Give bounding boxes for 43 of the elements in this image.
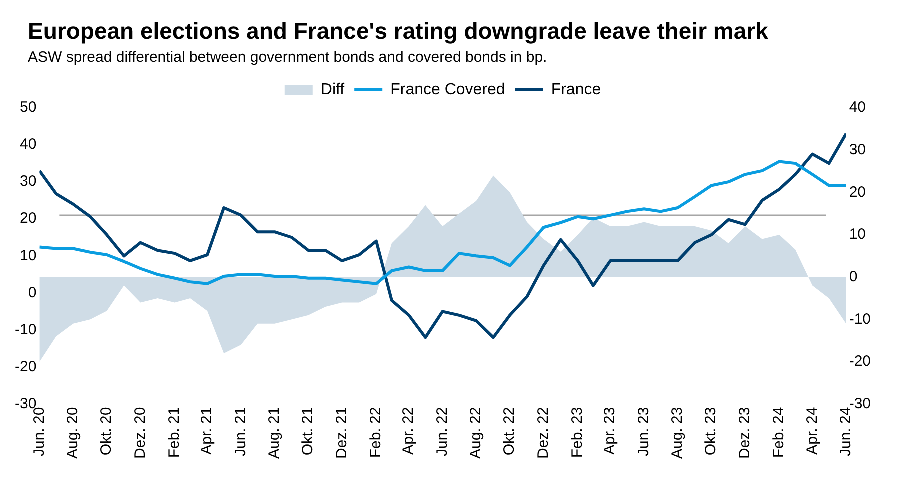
- x-tick-label: Dez. 22: [534, 407, 552, 459]
- y-tick-label: 10: [20, 247, 37, 264]
- x-tick-label: Aug. 21: [266, 407, 284, 460]
- x-tick-label: Jun. 22: [434, 407, 451, 457]
- x-tick-label: Okt. 23: [702, 407, 720, 456]
- y-tick-label: 50: [20, 99, 37, 116]
- x-tick-label: Apr. 23: [602, 407, 619, 455]
- legend-label: France: [551, 81, 602, 98]
- x-tick-label: Dez. 23: [736, 407, 754, 459]
- x-tick-label: Okt. 22: [501, 407, 518, 456]
- x-tick-label: Dez. 20: [132, 407, 149, 459]
- y2-tick-label: 0: [849, 268, 858, 286]
- y2-tick-label: 10: [849, 226, 866, 244]
- y-tick-label: -20: [14, 358, 37, 376]
- y-tick-label: 20: [20, 210, 37, 228]
- y-tick-label: 40: [20, 136, 37, 154]
- y-tick-label: 30: [20, 173, 37, 190]
- y-tick-label: 0: [28, 284, 37, 302]
- y2-tick-label: -20: [849, 353, 872, 370]
- x-tick-label: Feb. 23: [569, 407, 586, 458]
- chart-title: European elections and France's rating downgrade leave their mark: [28, 18, 770, 45]
- x-tick-label: Jun. 21: [232, 407, 250, 457]
- x-tick-label: Feb. 22: [368, 407, 385, 458]
- x-tick-label: Dez. 21: [333, 407, 350, 459]
- legend-label: France Covered: [390, 81, 506, 98]
- y2-tick-label: -10: [849, 310, 872, 328]
- x-tick-label: Okt. 20: [98, 407, 116, 456]
- y-tick-label: -10: [14, 321, 37, 338]
- x-tick-label: Okt. 21: [300, 407, 317, 456]
- x-tick-label: Aug. 20: [64, 407, 82, 460]
- y2-tick-label: 40: [849, 99, 866, 116]
- legend-label: Diff: [320, 81, 346, 98]
- x-tick-label: Apr. 24: [804, 407, 821, 455]
- x-tick-label: Feb. 24: [770, 407, 788, 458]
- y2-tick-label: 30: [849, 141, 866, 158]
- x-tick-label: Feb. 21: [166, 407, 184, 458]
- x-tick-label: Jun. 23: [635, 407, 652, 457]
- x-tick-label: Apr. 21: [198, 407, 216, 455]
- chart-subtitle: ASW spread differential between government bonds and covered bonds in bp.: [28, 49, 548, 66]
- x-tick-label: Apr. 22: [400, 407, 418, 455]
- y2-tick-label: 20: [849, 184, 866, 201]
- x-tick-label: Aug. 22: [468, 407, 485, 460]
- x-tick-label: Aug. 23: [669, 407, 686, 460]
